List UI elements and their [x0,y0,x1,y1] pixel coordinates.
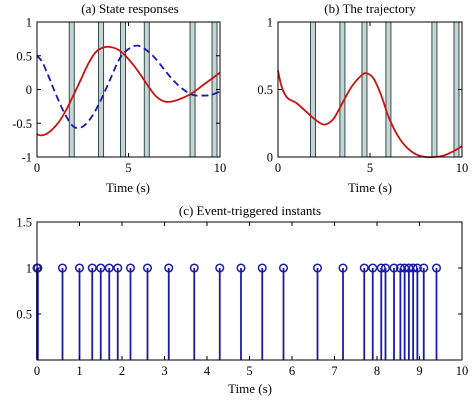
panel-a-ytick-label: 0.5 [16,49,32,63]
panel-c-stem-marker [164,263,174,273]
panel-a-xlabel: Time (s) [106,180,150,195]
panel-a-event-band [120,21,127,158]
panel-b-xlabel: Time (s) [348,180,392,195]
panel-c-stem-marker [257,263,267,273]
panel-c-ytick-label: 1 [26,262,32,276]
panel-c-stem-marker [57,263,68,273]
panel-b-ytick-label: 0 [267,151,273,165]
panel-c-xtick-label: 3 [161,364,167,378]
panel-a-event-band [143,21,150,158]
panel-c-xtick-label: 8 [374,364,380,378]
panel-c-xtick-label: 4 [204,364,211,378]
panel-a-event-band [98,21,105,158]
panel-b-xtick-label: 10 [456,161,469,175]
panel-a-ytick-label: -1 [22,151,32,165]
panel-c-event-instants: (c) Event-triggered instants 0 1 2 3 4 5 6 7 8 9 1… [16,203,468,396]
panel-c-xtick-label: 9 [416,364,422,378]
panel-c-stem-marker [33,263,43,273]
panel-c-stem-marker [215,263,225,273]
panel-a-event-band [68,21,75,158]
panel-c-xtick-label: 1 [76,364,82,378]
panel-c-stem-marker [236,263,246,273]
panel-c-stem-marker [113,263,123,273]
panel-c-stem-marker [142,263,153,273]
panel-b-title: (b) The trajectory [324,1,416,16]
panel-b-ytick-label: 1 [267,16,273,30]
panel-a-event-band [189,21,196,158]
panel-b-event-band [339,21,346,158]
panel-c-stem-marker [104,263,114,273]
panel-c-ytick-label: 0.5 [16,308,32,322]
panel-c-xtick-label: 2 [119,364,125,378]
panel-c-xtick-label: 5 [246,364,252,378]
panel-b-event-band [309,21,316,158]
panel-c-stem-marker [419,263,429,273]
panel-a-xtick-label: 5 [125,161,131,175]
panel-c-stem-marker [380,263,391,273]
panel-c-stem-marker [278,263,289,273]
panel-c-stem-marker [125,263,136,273]
panel-c-stem-marker [338,263,348,273]
panel-c-stem-marker [96,263,106,273]
panel-c-stem-marker [412,263,422,273]
panel-b-xtick-label: 5 [367,161,373,175]
panel-c-stem-marker [368,263,378,273]
panel-b-ytick-label: 0.5 [257,83,273,97]
panel-c-stem-marker [431,263,442,273]
panel-c-xtick-label: 0 [34,364,40,378]
panel-a-title: (a) State responses [81,1,178,16]
panel-c-stem-marker [359,263,369,273]
panel-c-title: (c) Event-triggered instants [179,203,321,218]
panel-c-stem-marker [312,263,323,273]
panel-c-xtick-label: 10 [456,364,469,378]
panel-c-xtick-label: 6 [289,364,295,378]
panel-c-xtick-label: 7 [331,364,337,378]
panel-a-series-1-line [36,45,221,137]
panel-a-xtick-label: 10 [214,161,227,175]
panel-b-xtick-label: 0 [275,161,281,175]
panel-c-stem-marker [74,263,85,273]
panel-b-event-band [361,21,368,158]
panel-a-ytick-label: -0.5 [12,117,32,131]
panel-a-ytick-label: 1 [26,16,32,30]
panel-c-stem-marker [389,263,399,273]
panel-c-ytick-label: 1.5 [16,216,32,230]
panel-b-event-band [385,21,392,158]
panel-b-trajectory: (b) The trajectory 0 5 10 0 0.5 1 Time (s) [257,1,468,195]
panel-a-xtick-label: 0 [34,161,40,175]
panel-c-xlabel: Time (s) [228,381,272,396]
panel-b-event-band [431,21,438,158]
panel-a-state-responses: (a) State responses 0 5 10 -1 -0.5 0 0.5 1 Time… [12,1,226,195]
panel-c-stem-marker [87,263,97,273]
panel-a-ytick-label: 0 [26,83,32,97]
panel-c-stem-marker [189,263,199,273]
